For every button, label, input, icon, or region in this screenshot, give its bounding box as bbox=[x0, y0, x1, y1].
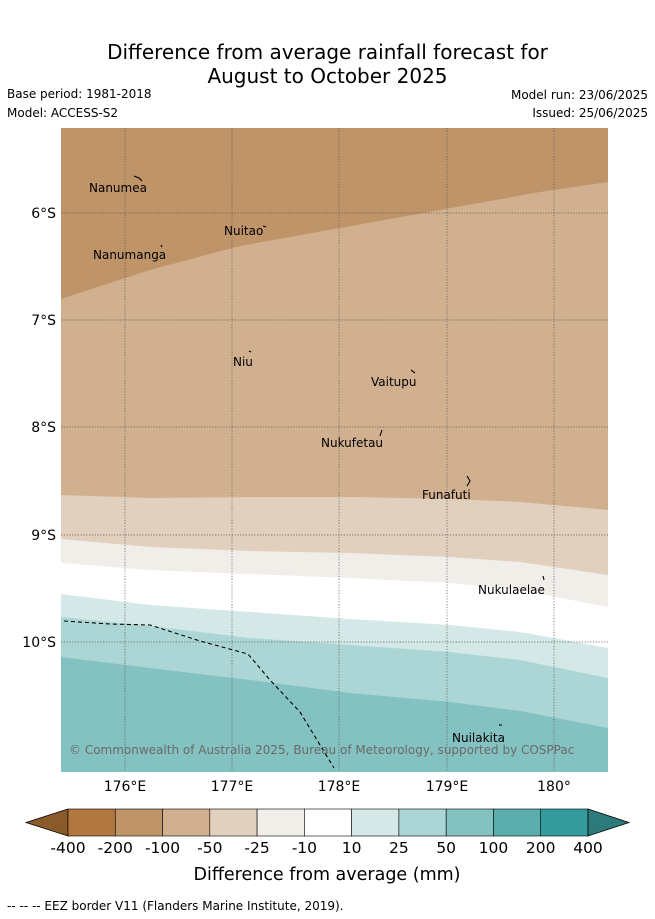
model-name: Model: ACCESS-S2 bbox=[7, 106, 119, 120]
island-shape-nukulaelae bbox=[542, 575, 545, 581]
y-tick-7s: 7°S bbox=[31, 313, 56, 329]
island-shapes bbox=[133, 175, 545, 726]
island-label-nuitao: Nuitao bbox=[224, 224, 263, 238]
island-labels: Nanumea Nuitao Nanumanga Niu Vaitupu Nuk… bbox=[89, 181, 545, 745]
colorbar-tick-label: 10 bbox=[342, 839, 362, 857]
title-line-1: Difference from average rainfall forecas… bbox=[107, 40, 548, 64]
colorbar-segment bbox=[67, 808, 116, 837]
colorbar-segment bbox=[493, 808, 542, 837]
x-tick-178e: 178°E bbox=[318, 779, 361, 795]
x-axis-labels: 176°E 177°E 178°E 179°E 180° bbox=[104, 779, 571, 795]
colorbar-tick-label: 50 bbox=[436, 839, 456, 857]
band-plus-50 bbox=[61, 657, 608, 772]
colorbar-arrow-high bbox=[587, 808, 631, 837]
island-shape-nuitao bbox=[262, 225, 267, 228]
colorbar bbox=[24, 808, 631, 837]
eez-border bbox=[63, 620, 335, 769]
colorbar-title: Difference from average (mm) bbox=[193, 865, 460, 885]
gridlines bbox=[61, 128, 608, 772]
colorbar-arrow-low bbox=[24, 808, 69, 837]
colorbar-tick-label: 200 bbox=[526, 839, 556, 857]
map-title: Difference from average rainfall forecas… bbox=[0, 40, 655, 88]
colorbar-tick-label: 100 bbox=[479, 839, 509, 857]
footnote: -- -- -- EEZ border V11 (Flanders Marine… bbox=[7, 899, 344, 913]
x-tick-180: 180° bbox=[537, 779, 571, 795]
y-tick-9s: 9°S bbox=[31, 528, 56, 544]
island-label-nukufetau: Nukufetau bbox=[321, 436, 383, 450]
colorbar-segment bbox=[256, 808, 305, 837]
colorbar-segment bbox=[162, 808, 211, 837]
colorbar-segment bbox=[351, 808, 400, 837]
colorbar-tick-label: -100 bbox=[145, 839, 180, 857]
island-label-nukulaelae: Nukulaelae bbox=[478, 583, 545, 597]
colorbar-tick-label: -25 bbox=[244, 839, 269, 857]
colorbar-segment bbox=[209, 808, 258, 837]
island-shape-niu bbox=[248, 350, 252, 353]
island-shape-nanumea bbox=[133, 175, 143, 182]
colorbar-segment bbox=[398, 808, 447, 837]
island-shape-nukufetau bbox=[379, 429, 383, 437]
colorbar-tick-label: 400 bbox=[573, 839, 603, 857]
island-shape-nanumanga bbox=[160, 244, 163, 248]
island-shape-funafuti bbox=[466, 475, 471, 487]
colorbar-tick-label: -50 bbox=[197, 839, 222, 857]
y-tick-10s: 10°S bbox=[22, 635, 56, 651]
colorbar-tick-label: 25 bbox=[389, 839, 409, 857]
copyright-notice: © Commonwealth of Australia 2025, Bureau… bbox=[69, 743, 574, 757]
colorbar-tick-label: -10 bbox=[292, 839, 317, 857]
colorbar-segment bbox=[114, 808, 163, 837]
y-axis-labels: 6°S 7°S 8°S 9°S 10°S bbox=[22, 206, 56, 651]
colorbar-tick-label: -200 bbox=[98, 839, 133, 857]
colorbar-tick-label: -400 bbox=[50, 839, 85, 857]
model-run: Model run: 23/06/2025 bbox=[510, 88, 648, 102]
issued-date: Issued: 25/06/2025 bbox=[532, 106, 648, 120]
island-label-nanumanga: Nanumanga bbox=[93, 248, 166, 262]
island-shape-vaitupu bbox=[410, 369, 416, 374]
base-period: Base period: 1981-2018 bbox=[7, 87, 152, 101]
x-tick-179e: 179°E bbox=[426, 779, 469, 795]
y-tick-8s: 8°S bbox=[31, 420, 56, 436]
island-label-niu: Niu bbox=[233, 355, 253, 369]
colorbar-segment bbox=[540, 808, 589, 837]
map-panel bbox=[61, 128, 608, 772]
island-label-vaitupu: Vaitupu bbox=[371, 375, 417, 389]
y-tick-6s: 6°S bbox=[31, 206, 56, 222]
island-label-nuilakita: Nuilakita bbox=[452, 731, 505, 745]
island-label-nanumea: Nanumea bbox=[89, 181, 147, 195]
title-line-2: August to October 2025 bbox=[207, 64, 448, 88]
colorbar-labels: -400 -200 -100 -50 -25 -10 10 25 50 100 200 400 bbox=[50, 839, 602, 857]
x-tick-176e: 176°E bbox=[104, 779, 147, 795]
x-tick-177e: 177°E bbox=[211, 779, 254, 795]
colorbar-segment bbox=[304, 808, 352, 837]
colorbar-segment bbox=[445, 808, 494, 837]
island-label-funafuti: Funafuti bbox=[422, 488, 471, 502]
